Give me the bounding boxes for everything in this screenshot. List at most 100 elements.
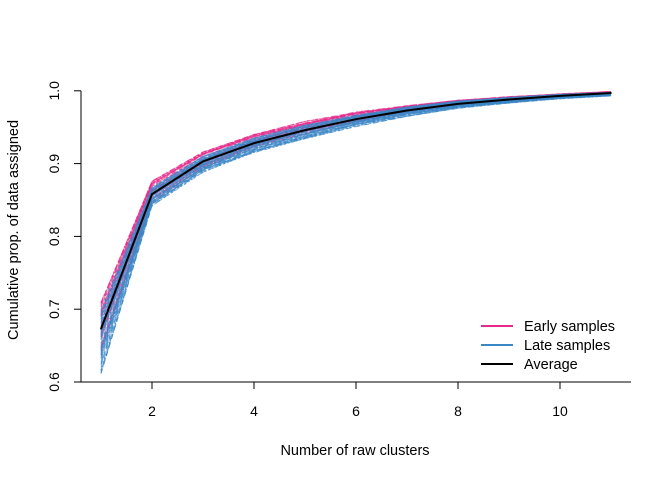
late-sample-line — [100, 93, 612, 345]
early-sample-line — [100, 92, 612, 336]
late-sample-line — [100, 92, 612, 327]
late-sample-line — [100, 92, 612, 330]
late-sample-line — [100, 92, 612, 324]
early-sample-line — [100, 92, 612, 329]
early-sample-line — [100, 91, 612, 304]
plot-area — [100, 91, 612, 374]
y-tick-label: 0.6 — [46, 372, 62, 392]
late-sample-line — [100, 94, 612, 344]
early-sample-line — [100, 92, 612, 331]
x-tick-label: 2 — [148, 403, 156, 419]
early-sample-line — [100, 93, 612, 348]
late-sample-line — [100, 95, 612, 370]
early-sample-line — [100, 93, 612, 351]
late-sample-line — [100, 92, 612, 336]
late-sample-line — [100, 93, 612, 357]
late-sample-line — [100, 93, 612, 334]
early-sample-line — [100, 92, 612, 338]
x-tick-label: 8 — [454, 403, 462, 419]
late-sample-line — [100, 93, 612, 333]
late-sample-line — [100, 93, 612, 350]
axes: 2 4 6 8 10 0.6 0.7 0.8 0.9 1.0 — [46, 81, 631, 419]
y-tick-label: 0.7 — [46, 299, 62, 319]
late-sample-line — [100, 92, 612, 332]
early-sample-line — [100, 93, 612, 349]
late-sample-line — [100, 93, 612, 320]
late-sample-line — [100, 93, 612, 329]
late-sample-line — [100, 94, 612, 351]
late-sample-line — [100, 93, 612, 336]
early-sample-line — [100, 92, 612, 336]
late-sample-line — [100, 93, 612, 331]
average-point — [100, 328, 102, 330]
late-sample-line — [100, 93, 612, 354]
late-sample-line — [100, 92, 612, 328]
y-tick-label: 0.8 — [46, 226, 62, 246]
late-sample-line — [100, 92, 612, 324]
y-axis-title: Cumulative prop. of data assigned — [6, 120, 22, 340]
late-sample-line — [100, 94, 612, 356]
average-point — [202, 160, 204, 163]
late-sample-line — [100, 93, 612, 324]
y-tick-label: 1.0 — [46, 81, 62, 101]
early-sample-line — [100, 93, 612, 340]
late-sample-line — [100, 92, 612, 310]
late-sample-line — [100, 94, 612, 356]
late-sample-line — [100, 92, 612, 323]
early-sample-line — [100, 92, 612, 334]
late-sample-line — [100, 92, 612, 327]
early-sample-line — [100, 93, 612, 337]
late-sample-line — [100, 91, 612, 317]
average-point — [508, 98, 510, 101]
legend-label: Late samples — [524, 338, 610, 354]
late-sample-line — [100, 93, 612, 339]
late-sample-line — [100, 91, 612, 311]
late-sample-line — [100, 93, 612, 327]
late-sample-line — [100, 93, 612, 339]
average-point — [253, 142, 255, 145]
early-sample-line — [100, 92, 612, 337]
late-sample-line — [100, 93, 612, 355]
early-sample-line — [100, 93, 612, 351]
late-sample-line — [100, 93, 612, 338]
x-axis-title: Number of raw clusters — [280, 443, 429, 459]
late-sample-line — [100, 93, 612, 353]
early-sample-line — [100, 92, 612, 328]
average-point — [406, 109, 408, 112]
early-sample-line — [100, 93, 612, 351]
early-sample-line — [100, 93, 612, 344]
legend: Early samples Late samples Average — [481, 319, 615, 373]
x-tick-label: 4 — [250, 403, 258, 419]
early-sample-line — [100, 93, 612, 350]
x-tick-label: 6 — [352, 403, 360, 419]
early-sample-line — [100, 92, 612, 335]
average-point — [559, 95, 561, 97]
late-sample-line — [100, 94, 612, 355]
late-sample-line — [100, 92, 612, 323]
late-sample-line — [100, 91, 612, 311]
average-point — [304, 129, 306, 131]
legend-label: Average — [524, 357, 578, 373]
y-tick-label: 0.9 — [46, 154, 62, 174]
average-point — [151, 193, 153, 195]
average-point — [457, 103, 459, 105]
late-sample-line — [100, 93, 612, 340]
average-point — [610, 92, 612, 94]
average-point — [355, 118, 357, 120]
late-sample-line — [100, 95, 612, 367]
late-sample-line — [100, 92, 612, 334]
early-sample-line — [100, 93, 612, 347]
late-sample-line — [100, 94, 612, 353]
late-sample-line — [100, 93, 612, 348]
early-sample-line — [100, 92, 612, 334]
late-sample-line — [100, 93, 612, 348]
early-sample-line — [100, 93, 612, 346]
late-sample-line — [100, 93, 612, 327]
late-sample-line — [100, 95, 612, 364]
late-sample-line — [100, 93, 612, 332]
late-sample-line — [100, 92, 612, 330]
early-sample-line — [100, 92, 612, 326]
late-sample-line — [100, 93, 612, 349]
x-tick-label: 10 — [552, 403, 568, 419]
